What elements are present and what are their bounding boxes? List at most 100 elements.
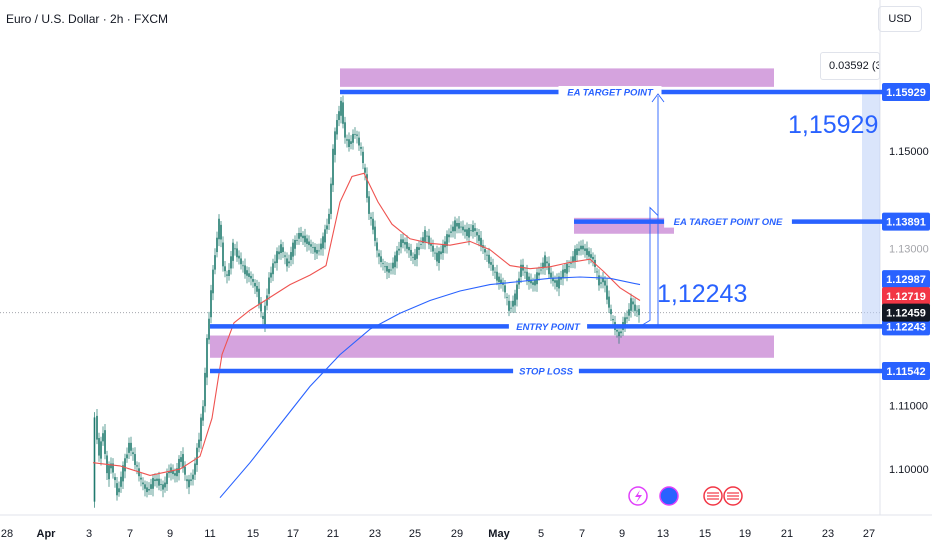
price-tag-label: 1.12243: [886, 321, 926, 333]
candle: [272, 258, 274, 282]
symbol-title[interactable]: Euro / U.S. Dollar · 2h · FXCM: [6, 12, 169, 26]
candle: [342, 95, 344, 129]
candle: [164, 476, 166, 493]
candle: [604, 275, 606, 293]
candle: [224, 260, 226, 278]
candle: [548, 256, 550, 279]
candle: [118, 481, 120, 497]
zone-box[interactable]: [340, 68, 774, 87]
candle: [314, 243, 316, 261]
candle: [106, 450, 108, 481]
candle: [472, 220, 474, 239]
candle: [136, 461, 138, 475]
candle: [562, 265, 564, 286]
level-label-bg: [558, 86, 662, 98]
candle: [582, 239, 584, 255]
candle: [220, 221, 222, 248]
candle: [120, 471, 122, 493]
candle: [502, 277, 504, 292]
candle: [592, 252, 594, 267]
candle: [142, 477, 144, 491]
candle: [150, 478, 152, 496]
candle: [586, 241, 588, 260]
candle: [282, 241, 284, 259]
price-tick: 1.15000: [889, 146, 929, 158]
candle: [148, 482, 150, 496]
candle: [422, 231, 424, 250]
candle: [606, 278, 608, 305]
candle: [160, 478, 162, 492]
candle: [466, 222, 468, 241]
time-tick: 29: [451, 528, 463, 540]
candle: [598, 269, 600, 291]
candle: [192, 469, 194, 486]
candle: [412, 252, 414, 265]
candle: [626, 310, 628, 324]
time-tick: 5: [538, 528, 544, 540]
candle: [252, 273, 254, 288]
candle: [308, 235, 310, 251]
level-price-tag: 1.15929: [882, 83, 930, 101]
time-tick: 27: [863, 528, 875, 540]
candle: [290, 246, 292, 267]
price-tag-label: 1.12719: [886, 291, 926, 303]
candle: [162, 480, 164, 498]
candle: [538, 266, 540, 281]
candle: [378, 249, 380, 265]
candle: [288, 254, 290, 268]
candle: [204, 367, 206, 413]
candle: [474, 222, 476, 237]
candle: [246, 266, 248, 284]
candle: [286, 252, 288, 272]
candle: [206, 334, 208, 386]
candle: [480, 230, 482, 252]
candle: [492, 258, 494, 276]
time-tick: 11: [204, 528, 215, 540]
candle: [454, 216, 456, 239]
candle: [376, 237, 378, 258]
time-tick: 7: [127, 528, 133, 540]
candle: [494, 267, 496, 279]
level-label: ENTRY POINT: [516, 322, 581, 333]
candle: [632, 297, 634, 312]
candle: [198, 432, 200, 453]
candle: [610, 304, 612, 322]
price-tag: 1.12719: [882, 287, 930, 306]
level-label-bg: [664, 215, 792, 228]
candle: [476, 228, 478, 244]
candle: [398, 241, 400, 256]
zone-box[interactable]: [210, 335, 774, 358]
candle: [496, 264, 498, 286]
annotation-target-value: 1,15929: [788, 111, 878, 139]
candles: [93, 95, 640, 508]
candle: [316, 243, 318, 259]
candle: [98, 432, 100, 462]
measure-tooltip: 0.03592 (3.2: [820, 52, 880, 80]
candle: [230, 250, 232, 275]
currency-button[interactable]: USD: [878, 6, 922, 32]
candle: [580, 240, 582, 256]
candle: [452, 221, 454, 238]
candle: [330, 177, 332, 220]
candle: [334, 127, 336, 163]
candle: [140, 473, 142, 487]
candle: [618, 327, 620, 344]
candle: [328, 208, 330, 231]
price-tag-label: 1.12987: [886, 274, 926, 286]
candle: [440, 245, 442, 260]
measure-range[interactable]: [862, 92, 880, 327]
globe-event-icon[interactable]: [659, 486, 679, 506]
candle: [346, 134, 348, 148]
time-tick: 21: [327, 528, 339, 540]
price-tag: 1.12987: [882, 270, 930, 289]
candle: [216, 231, 218, 258]
candle: [176, 462, 178, 483]
candle: [318, 243, 320, 256]
time-tick: 28: [1, 528, 13, 540]
candle: [338, 105, 340, 127]
time-tick: 15: [247, 528, 259, 540]
candle: [430, 237, 432, 252]
time-tick: 17: [287, 528, 299, 540]
